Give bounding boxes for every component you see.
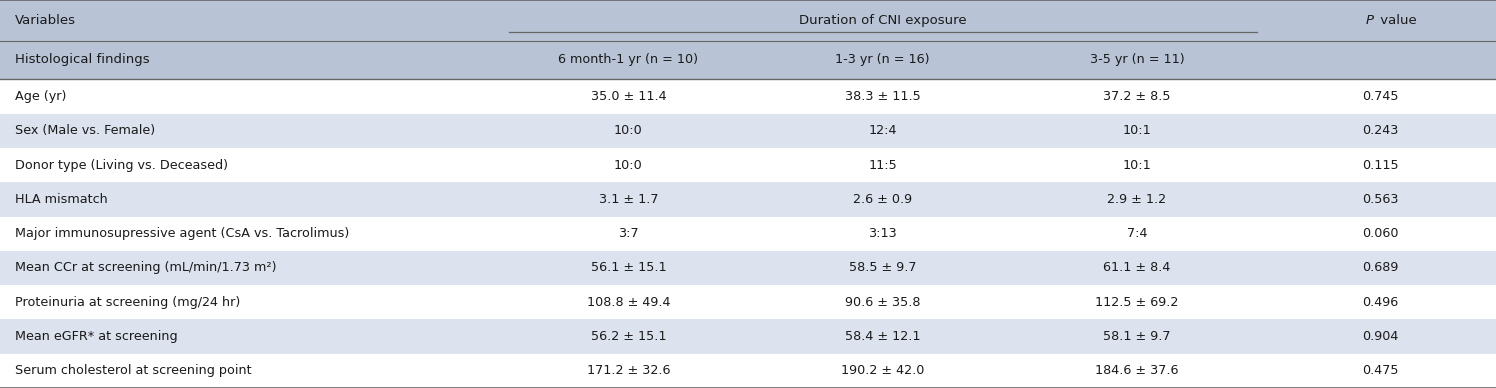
Text: 171.2 ± 32.6: 171.2 ± 32.6 xyxy=(586,364,670,378)
Text: Donor type (Living vs. Deceased): Donor type (Living vs. Deceased) xyxy=(15,159,227,171)
Text: 0.745: 0.745 xyxy=(1361,90,1399,103)
Text: 38.3 ± 11.5: 38.3 ± 11.5 xyxy=(845,90,920,103)
Bar xyxy=(0,319,1496,354)
Text: Histological findings: Histological findings xyxy=(15,54,150,66)
Text: 12:4: 12:4 xyxy=(868,124,898,137)
Text: 2.6 ± 0.9: 2.6 ± 0.9 xyxy=(853,193,913,206)
Text: 10:1: 10:1 xyxy=(1122,159,1152,171)
Bar xyxy=(0,114,1496,148)
Text: 11:5: 11:5 xyxy=(868,159,898,171)
Text: 0.904: 0.904 xyxy=(1361,330,1399,343)
Text: 0.689: 0.689 xyxy=(1361,262,1399,274)
Bar xyxy=(0,148,1496,182)
Text: Duration of CNI exposure: Duration of CNI exposure xyxy=(799,14,966,27)
Text: value: value xyxy=(1375,14,1417,27)
Text: 2.9 ± 1.2: 2.9 ± 1.2 xyxy=(1107,193,1167,206)
Text: 58.1 ± 9.7: 58.1 ± 9.7 xyxy=(1103,330,1171,343)
Text: 58.4 ± 12.1: 58.4 ± 12.1 xyxy=(845,330,920,343)
Text: 58.5 ± 9.7: 58.5 ± 9.7 xyxy=(848,262,917,274)
Text: Variables: Variables xyxy=(15,14,76,27)
Text: 3:7: 3:7 xyxy=(618,227,639,240)
Text: 6 month-1 yr (n = 10): 6 month-1 yr (n = 10) xyxy=(558,54,699,66)
Bar xyxy=(0,182,1496,217)
Text: 0.475: 0.475 xyxy=(1361,364,1399,378)
Text: 108.8 ± 49.4: 108.8 ± 49.4 xyxy=(586,296,670,309)
Text: 10:0: 10:0 xyxy=(613,124,643,137)
Bar xyxy=(0,80,1496,114)
Text: HLA mismatch: HLA mismatch xyxy=(15,193,108,206)
Text: P: P xyxy=(1366,14,1373,27)
Bar xyxy=(0,217,1496,251)
Text: 90.6 ± 35.8: 90.6 ± 35.8 xyxy=(845,296,920,309)
Text: 0.563: 0.563 xyxy=(1361,193,1399,206)
Text: 1-3 yr (n = 16): 1-3 yr (n = 16) xyxy=(835,54,931,66)
Text: 10:0: 10:0 xyxy=(613,159,643,171)
Text: 3.1 ± 1.7: 3.1 ± 1.7 xyxy=(598,193,658,206)
Bar xyxy=(0,41,1496,80)
Text: 0.060: 0.060 xyxy=(1361,227,1399,240)
Bar xyxy=(0,251,1496,285)
Text: 56.1 ± 15.1: 56.1 ± 15.1 xyxy=(591,262,666,274)
Text: 56.2 ± 15.1: 56.2 ± 15.1 xyxy=(591,330,666,343)
Text: 61.1 ± 8.4: 61.1 ± 8.4 xyxy=(1103,262,1171,274)
Text: 0.496: 0.496 xyxy=(1361,296,1399,309)
Text: Age (yr): Age (yr) xyxy=(15,90,66,103)
Text: 190.2 ± 42.0: 190.2 ± 42.0 xyxy=(841,364,925,378)
Text: Proteinuria at screening (mg/24 hr): Proteinuria at screening (mg/24 hr) xyxy=(15,296,241,309)
Text: Serum cholesterol at screening point: Serum cholesterol at screening point xyxy=(15,364,251,378)
Text: Major immunosupressive agent (CsA vs. Tacrolimus): Major immunosupressive agent (CsA vs. Ta… xyxy=(15,227,349,240)
Text: 184.6 ± 37.6: 184.6 ± 37.6 xyxy=(1095,364,1179,378)
Text: Mean CCr at screening (mL/min/1.73 m²): Mean CCr at screening (mL/min/1.73 m²) xyxy=(15,262,277,274)
Text: Mean eGFR* at screening: Mean eGFR* at screening xyxy=(15,330,178,343)
Text: 112.5 ± 69.2: 112.5 ± 69.2 xyxy=(1095,296,1179,309)
Bar xyxy=(0,0,1496,41)
Text: 37.2 ± 8.5: 37.2 ± 8.5 xyxy=(1103,90,1171,103)
Bar xyxy=(0,285,1496,319)
Text: 0.115: 0.115 xyxy=(1361,159,1399,171)
Text: 0.243: 0.243 xyxy=(1361,124,1399,137)
Text: 3-5 yr (n = 11): 3-5 yr (n = 11) xyxy=(1089,54,1185,66)
Text: 35.0 ± 11.4: 35.0 ± 11.4 xyxy=(591,90,666,103)
Text: Sex (Male vs. Female): Sex (Male vs. Female) xyxy=(15,124,156,137)
Text: 3:13: 3:13 xyxy=(868,227,898,240)
Text: 10:1: 10:1 xyxy=(1122,124,1152,137)
Text: 7:4: 7:4 xyxy=(1126,227,1147,240)
Bar xyxy=(0,354,1496,388)
